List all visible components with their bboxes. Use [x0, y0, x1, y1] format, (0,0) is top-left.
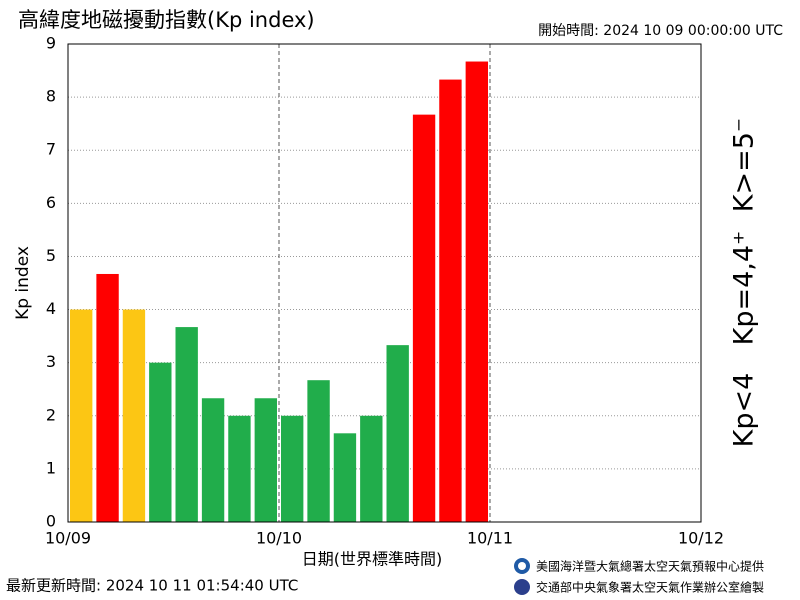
credit-line: 美國海洋暨大氣總署太空天氣預報中心提供: [536, 559, 764, 574]
bar: [465, 61, 488, 522]
x-tick-label: 10/12: [678, 529, 724, 548]
legend-entry: Kp=4,4⁺: [729, 231, 760, 346]
bar: [412, 114, 436, 522]
bar: [281, 415, 304, 522]
bar: [122, 309, 146, 522]
bar: [228, 415, 251, 522]
legend-entry: K>=5⁻: [729, 118, 760, 212]
y-tick-label: 9: [46, 34, 56, 53]
bar: [386, 345, 409, 522]
y-tick-label: 7: [46, 140, 56, 159]
y-tick-label: 5: [46, 246, 56, 265]
y-tick-label: 8: [46, 87, 56, 106]
y-tick-label: 2: [46, 405, 56, 424]
start-time: 開始時間: 2024 10 09 00:00:00 UTC: [538, 23, 783, 39]
updated-time: 最新更新時間: 2024 10 11 01:54:40 UTC: [6, 577, 298, 595]
noaa-logo-inner: [518, 562, 526, 570]
bar: [439, 79, 462, 522]
y-tick-label: 3: [46, 352, 56, 371]
bar: [360, 415, 383, 522]
legend-entry: Kp<4: [729, 373, 760, 448]
bar: [96, 273, 119, 522]
x-tick-label: 10/11: [467, 529, 513, 548]
bar: [149, 362, 172, 522]
bar: [175, 327, 198, 522]
bar: [307, 380, 330, 522]
x-tick-label: 10/10: [256, 529, 302, 548]
bar: [254, 398, 277, 522]
y-tick-label: 0: [46, 512, 56, 531]
y-axis-label: Kp index: [13, 246, 33, 320]
bar: [333, 433, 357, 522]
credit-line: 交通部中央氣象署太空天氣作業辦公室繪製: [536, 580, 764, 595]
plot-frame: [67, 43, 702, 523]
bar: [201, 398, 225, 522]
y-tick-label: 4: [46, 299, 56, 318]
chart-title: 高緯度地磁擾動指數(Kp index): [18, 8, 315, 32]
x-tick-label: 10/09: [45, 529, 91, 548]
bar: [70, 309, 93, 522]
x-axis-label: 日期(世界標準時間): [302, 550, 443, 569]
y-tick-label: 1: [46, 458, 56, 477]
y-tick-label: 6: [46, 193, 56, 212]
cwa-logo: [514, 579, 530, 595]
